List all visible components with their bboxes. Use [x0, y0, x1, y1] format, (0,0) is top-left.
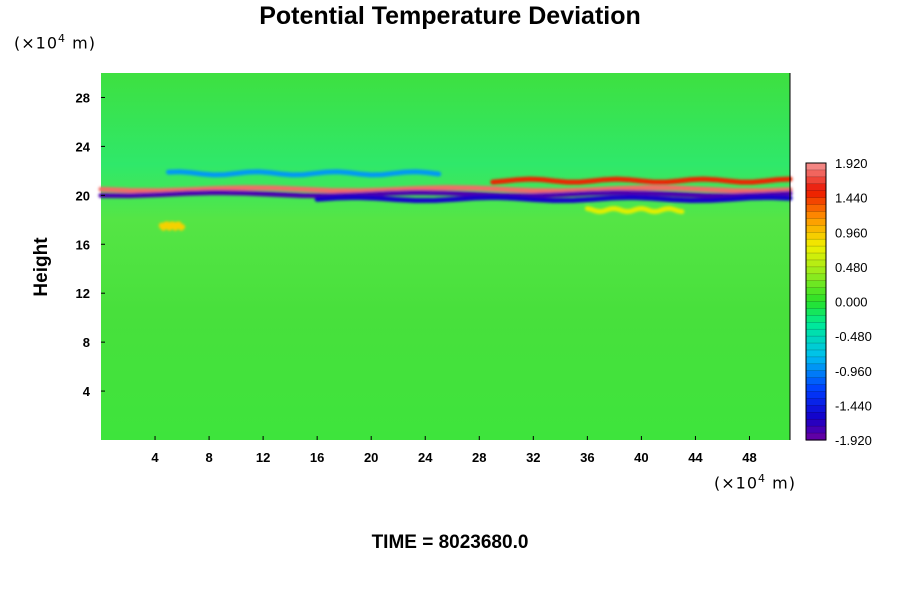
colorbar-label: -0.960 [835, 364, 872, 379]
heatmap-band [98, 189, 793, 199]
colorbar-segment [806, 384, 826, 393]
x-tick-label: 8 [205, 450, 212, 465]
colorbar-segment [806, 280, 826, 289]
heatmap-band [314, 194, 793, 204]
colorbar-segment [806, 377, 826, 386]
colorbar-segment [806, 259, 826, 268]
colorbar-label: 1.920 [835, 156, 868, 171]
colorbar-segment [806, 343, 826, 351]
colorbar-segment [806, 419, 826, 427]
colorbar-segment [806, 405, 826, 413]
colorbar-label: 1.440 [835, 191, 868, 206]
heatmap-band [584, 205, 685, 215]
x-tick-label: 32 [526, 450, 540, 465]
colorbar-segment [806, 232, 826, 240]
y-unit-exponent: 4 [58, 32, 67, 45]
x-tick-label: 36 [580, 450, 594, 465]
colorbar-segment [806, 287, 826, 296]
heatmap-band [490, 176, 793, 185]
colorbar-segment [806, 315, 826, 323]
colorbar-segment [806, 246, 826, 254]
colorbar-segment [806, 163, 826, 171]
colorbar-segment [806, 218, 826, 226]
colorbar-segment [806, 301, 826, 310]
colorbar-segment [806, 183, 826, 192]
colorbar-segment [806, 253, 826, 261]
colorbar-label: -1.920 [835, 433, 872, 448]
colorbar-segment [806, 412, 826, 420]
chart-title: Potential Temperature Deviation [259, 2, 641, 30]
x-tick-label: 40 [634, 450, 648, 465]
x-tick-label: 24 [418, 450, 433, 465]
colorbar-segment [806, 169, 826, 178]
colorbar-segment [806, 294, 826, 303]
colorbar-segment [806, 398, 826, 406]
x-tick-label: 12 [256, 450, 270, 465]
colorbar-segment [806, 322, 826, 330]
colorbar-segment [806, 370, 826, 379]
colorbar-label: -1.440 [835, 398, 872, 413]
heatmap-band [158, 221, 186, 232]
x-tick-label: 44 [688, 450, 703, 465]
y-axis-unit: (×104 m) [14, 32, 96, 52]
y-tick-label: 16 [76, 237, 90, 252]
colorbar-segment [806, 356, 826, 365]
x-tick-label: 16 [310, 450, 324, 465]
y-unit-suffix: m) [66, 33, 96, 53]
colorbar-segment [806, 363, 826, 372]
x-tick-label: 4 [151, 450, 159, 465]
colorbar-segment [806, 329, 826, 337]
heatmap-band [98, 185, 793, 194]
colorbar-segment [806, 273, 826, 282]
x-unit-exponent: 4 [758, 472, 767, 485]
colorbar-segment [806, 266, 826, 275]
colorbar-label: 0.960 [835, 225, 868, 240]
colorbar-segment [806, 239, 826, 247]
colorbar-segment [806, 349, 826, 358]
colorbar-segment [806, 336, 826, 344]
y-tick-label: 24 [76, 139, 91, 154]
colorbar-segment [806, 176, 826, 185]
plot-area-background [101, 73, 790, 440]
time-label: TIME = 8023680.0 [371, 532, 529, 553]
x-unit-suffix: m) [766, 473, 796, 493]
colorbar-frame [805, 162, 827, 441]
colorbar-segment [806, 190, 826, 199]
colorbar-segment [806, 391, 826, 400]
y-tick-label: 28 [76, 90, 90, 105]
colorbar-segment [806, 204, 826, 213]
y-tick-label: 8 [83, 335, 90, 350]
colorbar-segment [806, 308, 826, 316]
colorbar-label: -0.480 [835, 329, 872, 344]
x-tick-label: 20 [364, 450, 378, 465]
x-axis-unit: (×104 m) [714, 472, 796, 492]
x-tick-label: 28 [472, 450, 486, 465]
colorbar-segment [806, 211, 826, 219]
colorbar-segment [806, 433, 826, 441]
colorbar-segment [806, 197, 826, 206]
colorbar-label: 0.000 [835, 295, 868, 310]
heatmap-band [166, 169, 442, 178]
colorbar-segment [806, 426, 826, 434]
x-tick-label: 48 [742, 450, 756, 465]
y-tick-label: 20 [76, 188, 90, 203]
colorbar-label: 0.480 [835, 260, 868, 275]
y-unit-prefix: (×10 [14, 33, 59, 53]
y-tick-label: 4 [83, 384, 91, 399]
colorbar-segment [806, 225, 826, 233]
y-tick-label: 12 [76, 286, 90, 301]
x-unit-prefix: (×10 [714, 473, 759, 493]
